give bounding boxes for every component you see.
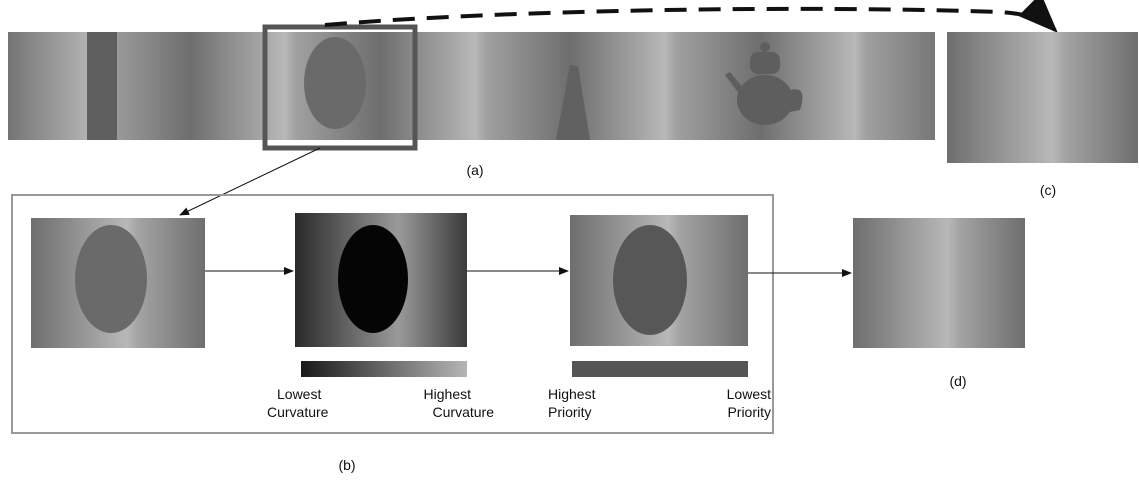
- result-image: [947, 32, 1138, 163]
- legend-label: Curvature: [433, 404, 495, 420]
- legend-bar: [301, 361, 467, 377]
- panel-label: (c): [1040, 182, 1056, 198]
- legend-label: Lowest: [277, 386, 321, 402]
- panel-label: (b): [338, 457, 355, 473]
- panel-label: (a): [466, 162, 483, 178]
- figure: (a) (c) Lowest Curvature Highest Curvatu…: [0, 0, 1139, 477]
- object-ellipse: [75, 225, 147, 333]
- legend-label: Priority: [727, 404, 771, 420]
- legend-label: Highest: [424, 386, 472, 402]
- output-image: [853, 218, 1025, 348]
- legend-label: Lowest: [727, 386, 771, 402]
- arrow: [180, 148, 320, 215]
- legend-label: Priority: [548, 404, 592, 420]
- object-ellipse: [304, 37, 366, 129]
- legend-label: Highest: [548, 386, 596, 402]
- dashed-arrow: [325, 9, 1055, 30]
- strip-image: [8, 32, 935, 140]
- object-bar: [87, 32, 117, 140]
- object-ellipse: [613, 225, 687, 335]
- legend-bar: [572, 361, 748, 377]
- panel-label: (d): [949, 373, 966, 389]
- legend-label: Curvature: [267, 404, 329, 420]
- object-ellipse: [338, 225, 408, 333]
